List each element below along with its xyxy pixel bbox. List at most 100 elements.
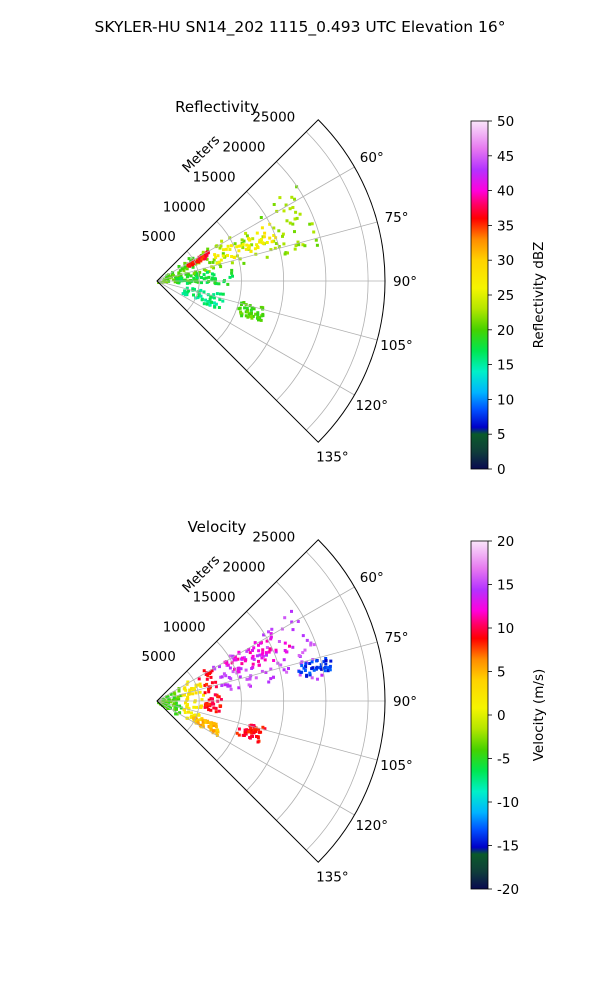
echo-gate [187,257,191,261]
echo-gate [324,662,328,666]
echo-gate [207,708,211,712]
echo-gate [241,243,245,246]
echo-gate [261,651,265,655]
echo-gate [257,649,261,653]
echo-gate [251,665,255,669]
echo-gate [217,306,221,309]
echo-gate [213,277,217,281]
echo-gate [265,653,268,657]
echo-gate [316,677,319,681]
colorbar-tick-label: 0 [497,708,506,724]
echo-gate [178,269,182,273]
echo-gate [265,639,269,643]
colorbar: 0 5 10 15 20 25 30 35 40 45 50 Reflectivity dBZ [470,114,547,478]
echo-gate [167,273,171,277]
echo-gate [230,261,234,265]
echo-gate [214,706,218,710]
echo-gate [329,659,333,663]
echo-gate [226,244,230,248]
echo-gate [314,238,318,242]
echo-gate [272,234,276,237]
echo-gate [161,701,165,705]
echo-gate [164,280,168,284]
echo-gate [248,238,252,242]
echo-gate [183,293,187,297]
azimuth-tick-label: 135° [316,869,349,885]
echo-gate [191,692,195,696]
colorbar-tick-label: 5 [497,665,506,681]
echo-gate [282,658,286,662]
range-tick-label: 20000 [222,140,265,156]
echo-gate [189,715,193,719]
echo-gate [198,682,202,686]
echo-gate [304,665,308,669]
echo-gate [290,620,294,624]
echo-gate [314,667,318,671]
echo-gate [198,690,202,694]
sector-frame [156,539,386,863]
echo-gate [285,219,289,223]
echo-gate [219,292,222,296]
echo-gate [176,695,180,699]
echo-gate [322,660,326,664]
echo-gate [182,269,186,273]
colorbar-tick-label: 45 [497,149,514,165]
echo-gate [207,300,211,303]
colorbar-tick-label: 15 [497,578,514,594]
echo-gate [262,241,265,245]
echo-gate [176,278,179,281]
echo-gate [301,243,305,247]
echo-gate [188,264,192,268]
echo-gate [166,696,170,700]
echo-gate [181,267,185,271]
echo-gate [283,649,287,652]
echo-gate [200,698,204,702]
echo-gate [201,718,205,722]
echo-gate [202,302,206,306]
echo-gate [291,206,295,209]
echo-gate [291,628,295,632]
echo-gate [212,665,216,669]
echo-gate [177,265,181,268]
echo-gate [189,274,193,278]
echo-gate [171,273,175,277]
echo-gate [220,239,224,243]
echo-gate [196,260,199,264]
echo-gate [252,724,256,727]
echo-gate [244,732,248,736]
echo-gate [254,726,258,730]
echo-gate [184,272,188,276]
echo-gate [202,693,205,697]
echo-gate [272,226,276,230]
echo-gate [191,263,194,267]
echo-gate [263,658,267,662]
echo-gate [217,260,221,264]
echo-gate [323,669,327,673]
echo-gate [204,276,208,280]
echo-gate [261,648,265,652]
echo-gate [296,240,300,244]
echo-gate [290,195,294,199]
echo-gate [177,274,181,278]
echo-gate [192,716,195,720]
echo-gate [237,733,241,737]
echo-gate [195,276,199,280]
echo-gate [228,654,232,658]
colorbar-tick-label: 0 [497,462,506,478]
echo-gate [242,239,246,243]
echo-gate [270,240,274,244]
range-tick-label: 5000 [141,229,175,245]
echo-gate [181,292,185,296]
echo-gate [196,296,200,300]
echo-gate [178,711,182,715]
echo-gate [231,656,235,660]
azimuth-spoke [156,280,355,396]
echo-gate [233,242,237,246]
range-tick-label: 20000 [222,560,265,576]
colorbar-tick-label: 20 [497,534,514,550]
echo-gate [256,315,260,319]
echo-gate [308,673,312,677]
echo-gate [257,727,261,731]
echo-gate [183,262,187,266]
